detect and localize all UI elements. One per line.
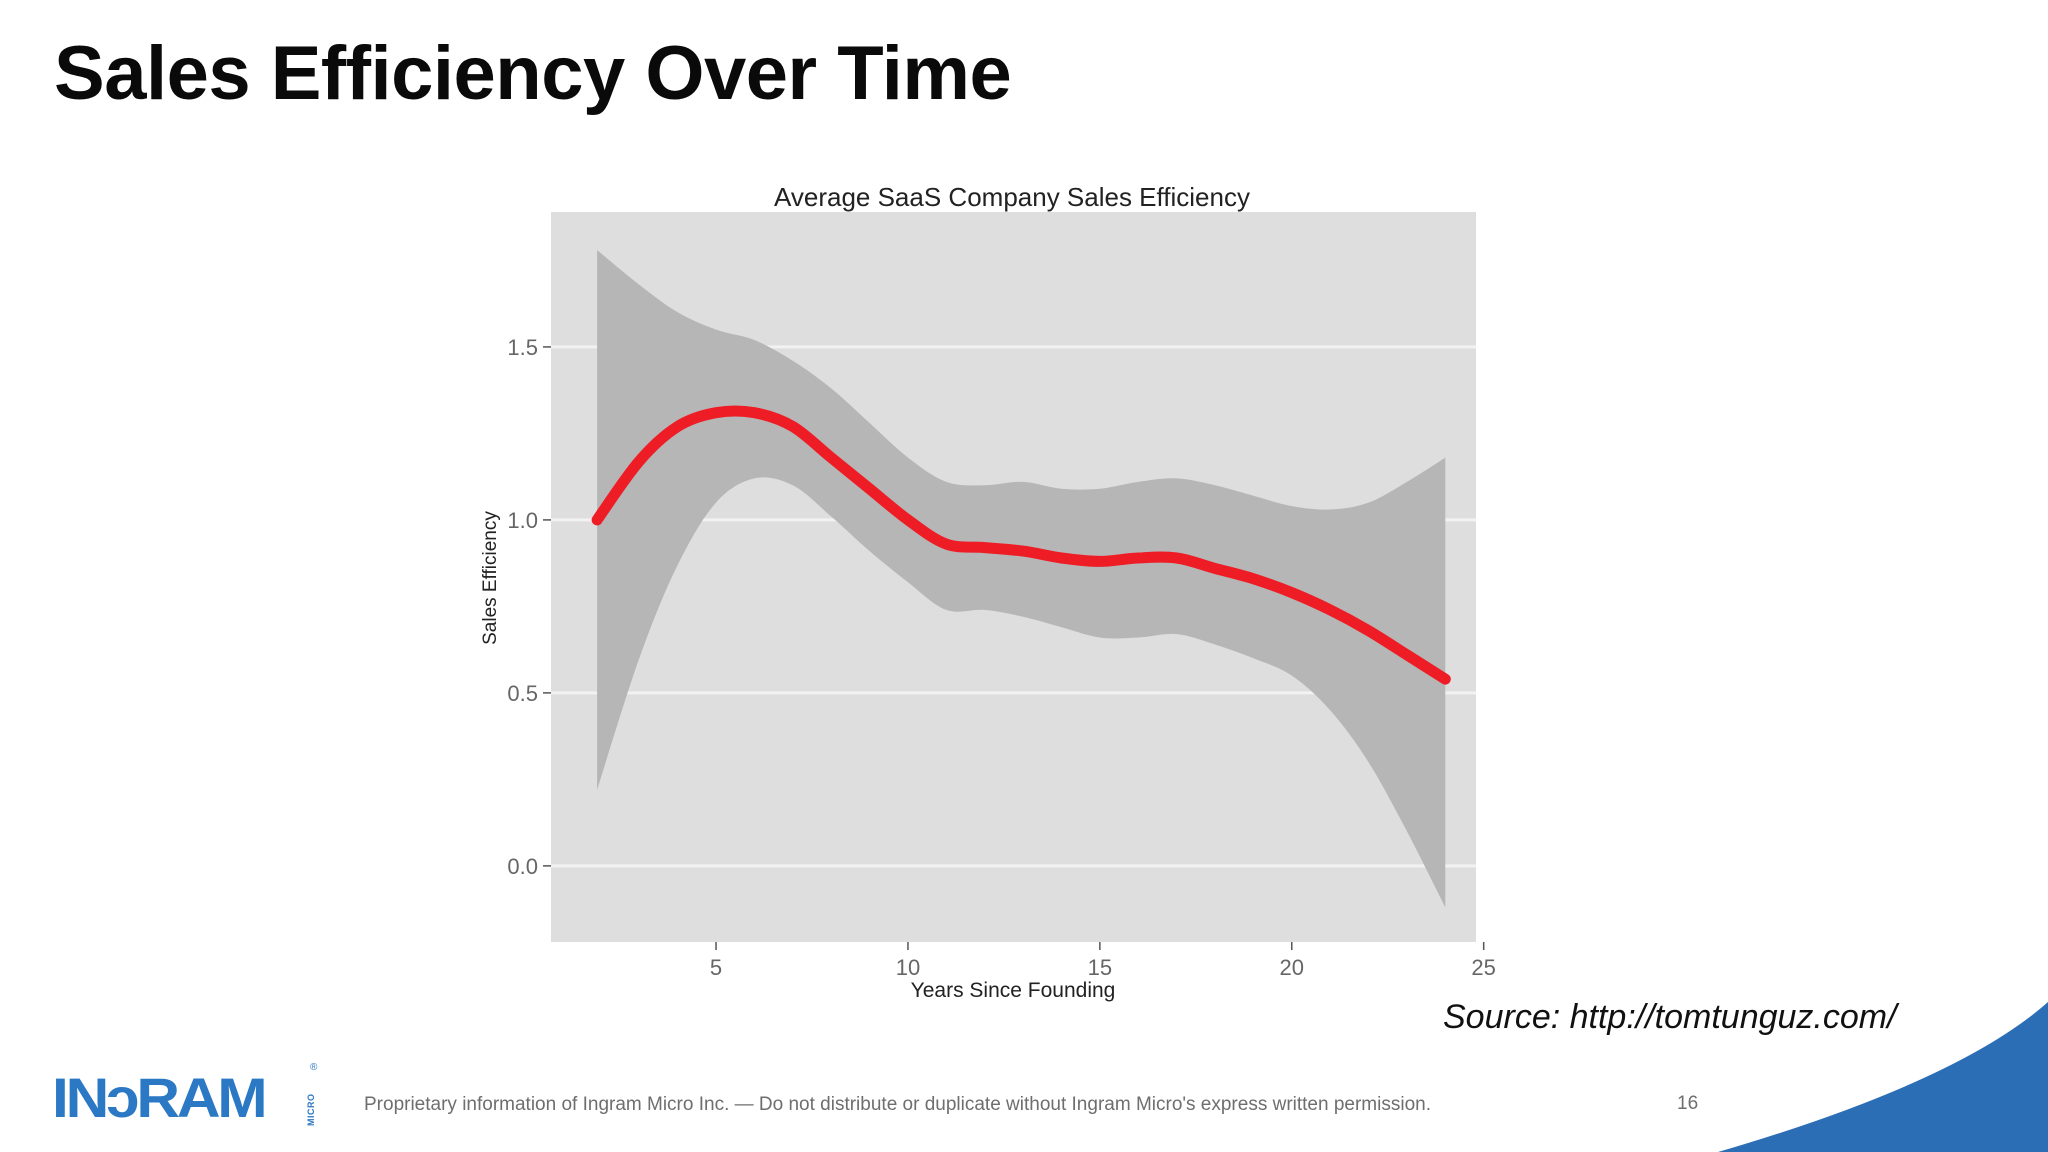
source-citation: Source: http://tomtunguz.com/ <box>1443 998 1897 1036</box>
logo-subtext: MICRO <box>306 1093 316 1127</box>
slide-title: Sales Efficiency Over Time <box>54 31 1012 116</box>
logo-registered-mark: ® <box>310 1062 318 1073</box>
x-tick-label: 5 <box>710 955 722 980</box>
y-axis-label: Sales Efficiency <box>480 511 501 645</box>
x-tick-label: 15 <box>1088 955 1112 980</box>
x-axis: 5 10 15 20 25 <box>710 942 1496 980</box>
ingram-micro-logo: INɔRAM MICRO ® <box>52 1062 322 1129</box>
y-tick-label: 0.0 <box>507 854 538 879</box>
footer-disclaimer: Proprietary information of Ingram Micro … <box>364 1094 1431 1115</box>
chart-title: Average SaaS Company Sales Efficiency <box>774 182 1250 212</box>
y-tick-label: 0.5 <box>507 681 538 706</box>
y-axis: 0.0 0.5 1.0 1.5 <box>507 335 551 879</box>
x-tick-label: 10 <box>896 955 920 980</box>
x-tick-label: 20 <box>1280 955 1304 980</box>
y-tick-label: 1.0 <box>507 508 538 533</box>
series-line <box>591 405 1451 685</box>
corner-swoosh-decoration <box>1718 1002 2048 1152</box>
confidence-band <box>597 250 1446 908</box>
x-tick-label: 25 <box>1471 955 1495 980</box>
x-axis-label: Years Since Founding <box>911 979 1116 1002</box>
logo-wordmark: INɔRAM <box>52 1066 268 1129</box>
y-tick-label: 1.5 <box>507 335 538 360</box>
page-number: 16 <box>1677 1093 1699 1114</box>
